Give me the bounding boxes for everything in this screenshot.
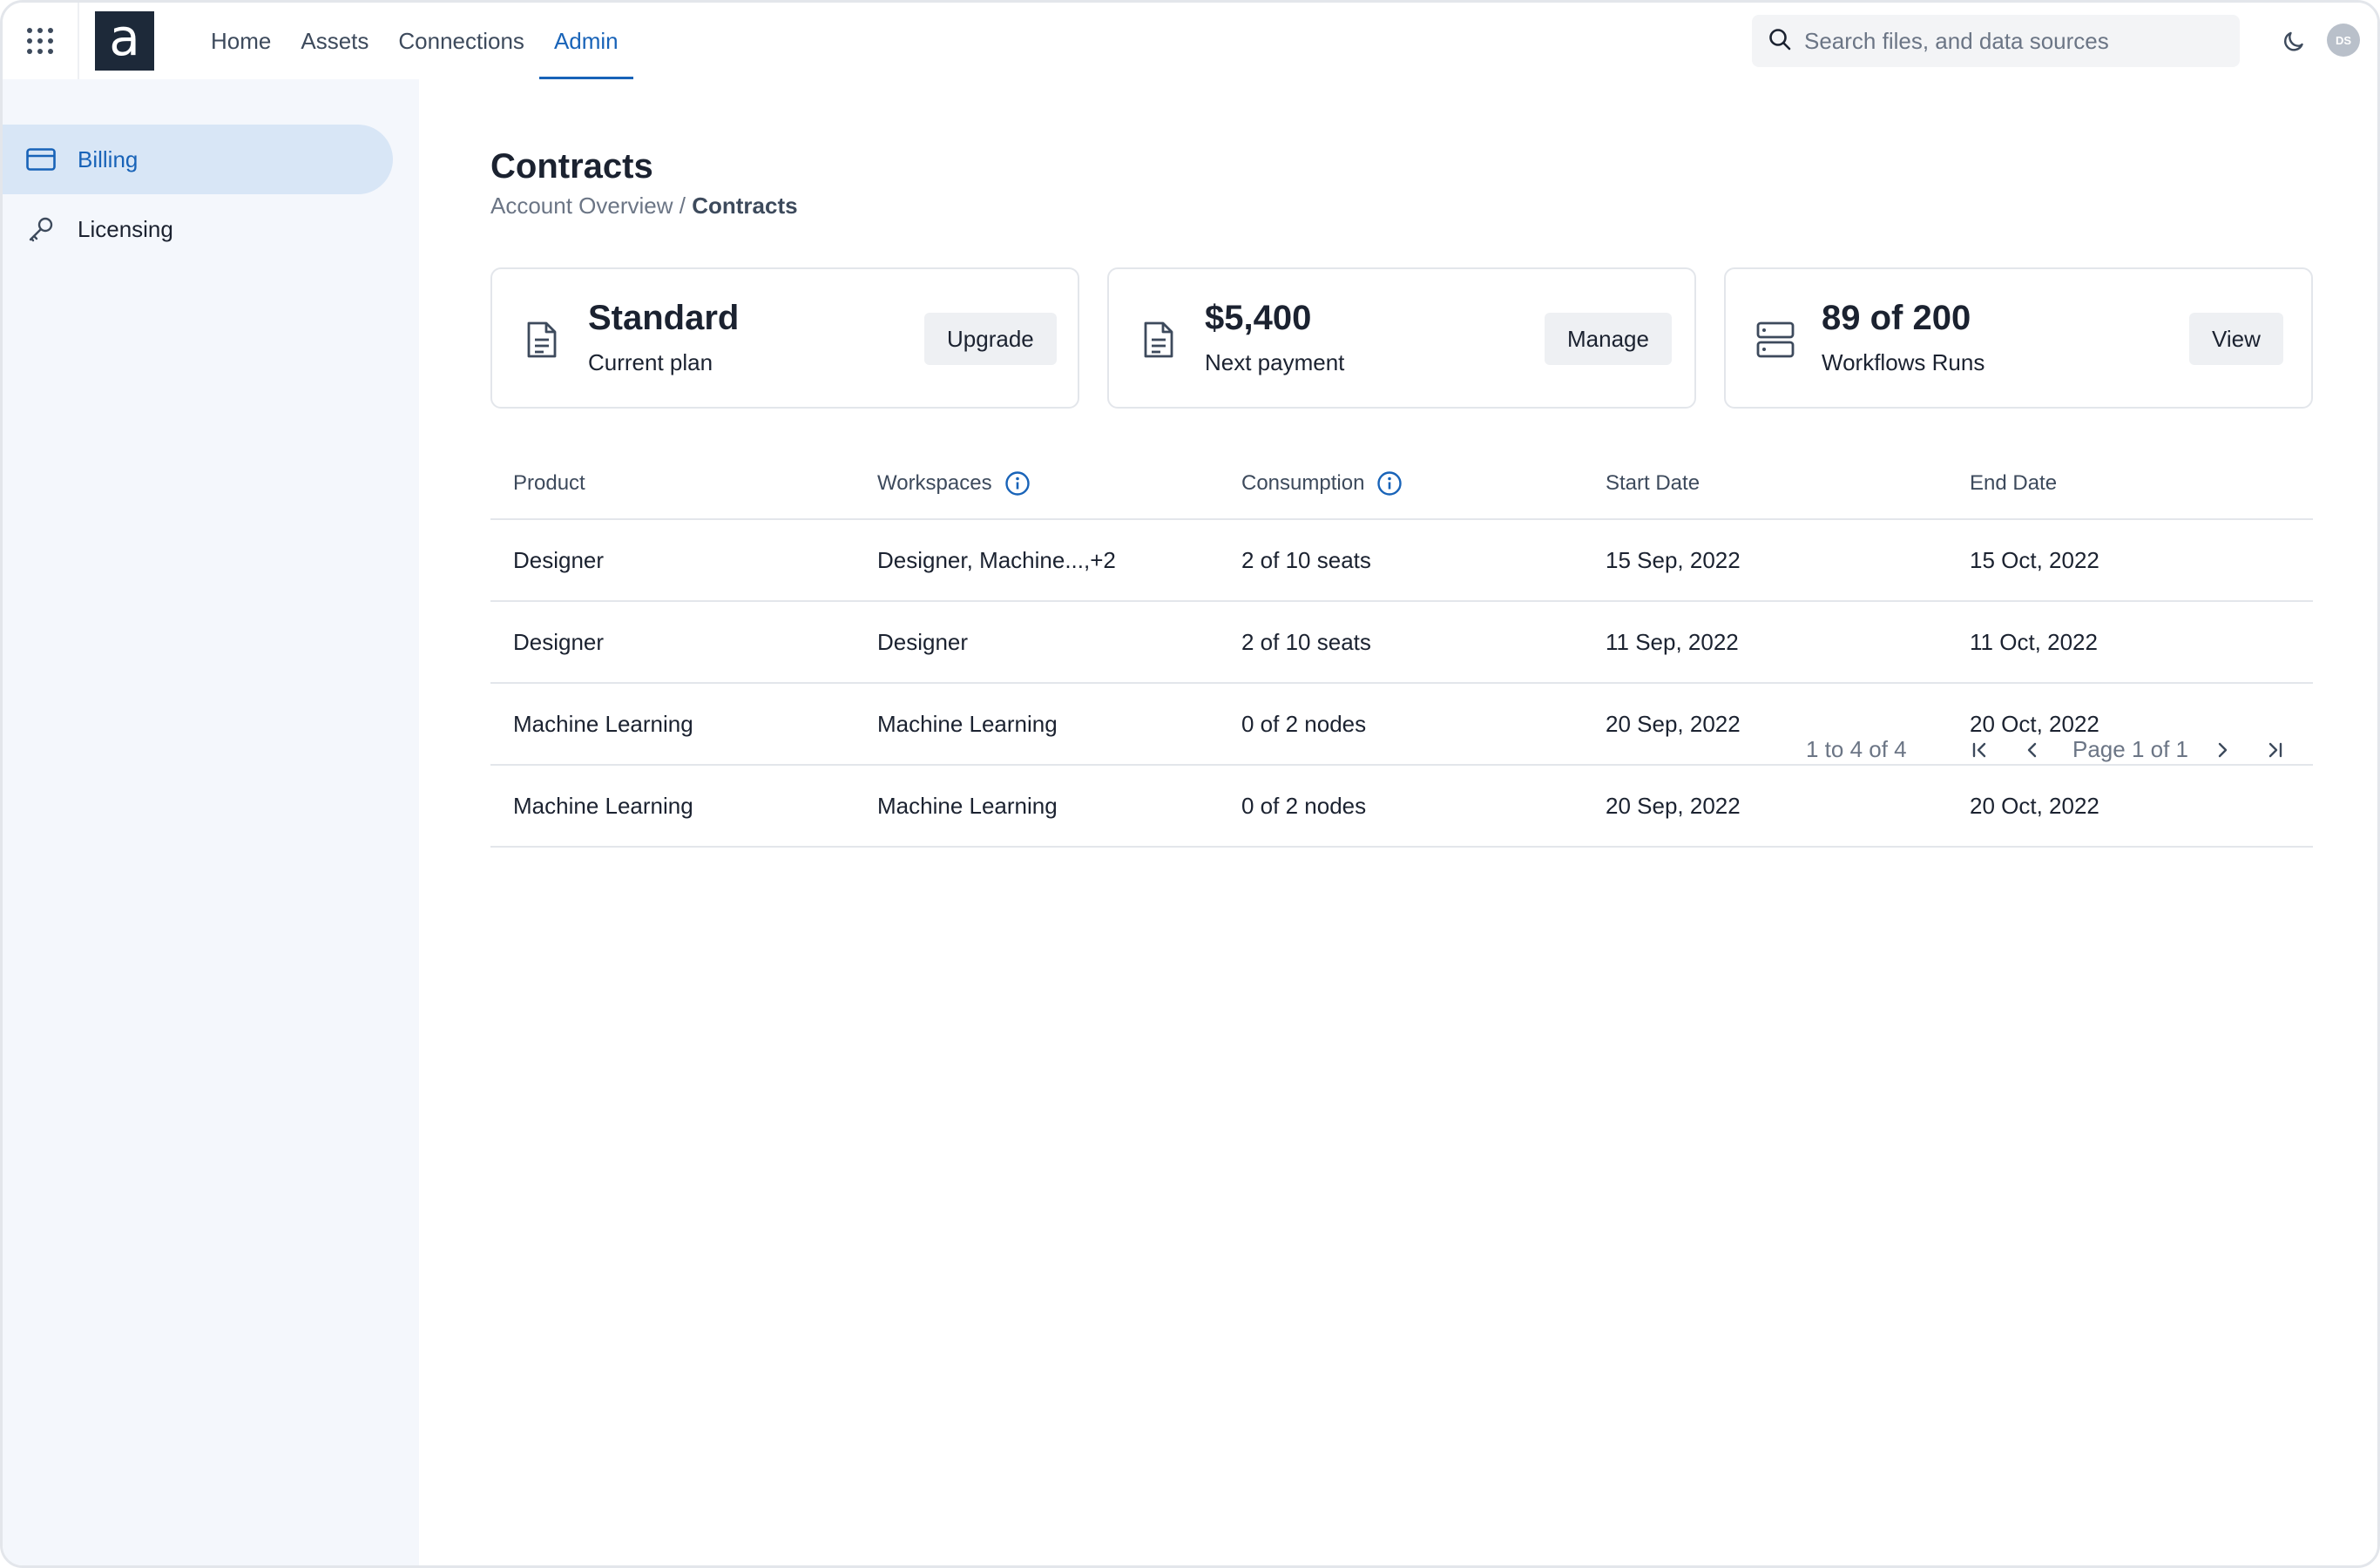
cell-end-date: 20 Oct, 2022 [1970, 792, 2099, 819]
cell-product: Designer [513, 628, 605, 655]
column-header-start-date[interactable]: Start Date [1606, 471, 1700, 495]
nav-home[interactable]: Home [211, 27, 272, 54]
app-launcher-icon[interactable] [3, 3, 79, 79]
cell-product: Machine Learning [513, 792, 693, 819]
cell-product: Designer [513, 546, 605, 573]
card-value: $5,400 [1205, 299, 1312, 337]
upgrade-button[interactable]: Upgrade [924, 313, 1057, 365]
cell-start-date: 15 Sep, 2022 [1606, 546, 1741, 573]
document-icon [518, 316, 565, 363]
payment-card: $5,400 Next payment Manage [1107, 267, 1696, 409]
search-input[interactable] [1804, 27, 2222, 55]
main-nav: Home Assets Connections Admin [196, 3, 633, 79]
key-icon [24, 212, 58, 247]
breadcrumb: Account Overview / Contracts [490, 193, 798, 220]
table-row[interactable]: Machine Learning Machine Learning 0 of 2… [490, 766, 2313, 848]
manage-button[interactable]: Manage [1545, 313, 1672, 365]
table-row[interactable]: Machine Learning Machine Learning 0 of 2… [490, 684, 2313, 766]
server-icon [1752, 316, 1799, 363]
cell-product: Machine Learning [513, 710, 693, 737]
sidebar: Billing Licensing [3, 79, 419, 1565]
user-avatar[interactable]: DS [2327, 24, 2360, 57]
breadcrumb-separator: / [673, 193, 693, 219]
sidebar-item-label: Billing [78, 145, 139, 172]
sidebar-item-licensing[interactable]: Licensing [3, 194, 393, 264]
cell-start-date: 20 Sep, 2022 [1606, 710, 1741, 737]
column-header-workspaces[interactable]: Workspaces [855, 470, 1219, 497]
pagination-page-info: Page 1 of 1 [2072, 736, 2188, 762]
breadcrumb-parent[interactable]: Account Overview [490, 193, 673, 219]
cell-end-date: 15 Oct, 2022 [1970, 546, 2099, 573]
first-page-icon[interactable] [1964, 734, 1996, 766]
nav-admin[interactable]: Admin [538, 3, 633, 79]
info-icon[interactable] [1004, 470, 1031, 497]
page-title: Contracts [490, 147, 653, 186]
cell-end-date: 11 Oct, 2022 [1970, 628, 2098, 655]
plan-card: Standard Current plan Upgrade [490, 267, 1079, 409]
nav-connections[interactable]: Connections [398, 27, 524, 54]
breadcrumb-current: Contracts [692, 193, 798, 219]
card-label: Next payment [1205, 349, 1345, 375]
cell-consumption: 2 of 10 seats [1241, 546, 1371, 573]
last-page-icon[interactable] [2259, 734, 2290, 766]
card-label: Workflows Runs [1822, 349, 1985, 375]
dark-mode-toggle-icon[interactable] [2276, 24, 2311, 58]
column-header-consumption[interactable]: Consumption [1219, 470, 1583, 497]
table-row[interactable]: Designer Designer 2 of 10 seats 11 Sep, … [490, 602, 2313, 684]
cell-workspaces: Machine Learning [877, 792, 1058, 819]
cell-consumption: 0 of 2 nodes [1241, 710, 1367, 737]
workflow-runs-card: 89 of 200 Workflows Runs View [1724, 267, 2313, 409]
pagination: 1 to 4 of 4 Page 1 of 1 [490, 724, 2313, 776]
column-header-product[interactable]: Product [513, 471, 585, 495]
cell-end-date: 20 Oct, 2022 [1970, 710, 2099, 737]
sidebar-item-billing[interactable]: Billing [3, 125, 393, 194]
card-value: Standard [588, 299, 740, 337]
previous-page-icon[interactable] [2017, 734, 2048, 766]
card-value: 89 of 200 [1822, 299, 1971, 337]
table-row[interactable]: Designer Designer, Machine...,+2 2 of 10… [490, 520, 2313, 602]
cell-consumption: 2 of 10 seats [1241, 628, 1371, 655]
search-box [1752, 15, 2240, 67]
cell-start-date: 11 Sep, 2022 [1606, 628, 1739, 655]
next-page-icon[interactable] [2207, 734, 2238, 766]
cell-consumption: 0 of 2 nodes [1241, 792, 1367, 819]
brand-logo[interactable]: a [95, 11, 154, 71]
document-icon [1135, 316, 1182, 363]
nav-assets[interactable]: Assets [301, 27, 369, 54]
cell-workspaces: Designer [877, 628, 969, 655]
card-label: Current plan [588, 349, 713, 375]
cell-start-date: 20 Sep, 2022 [1606, 792, 1741, 819]
contracts-table: Product Workspaces Consumption Start Dat… [490, 449, 2313, 848]
credit-card-icon [24, 142, 58, 177]
cell-workspaces: Machine Learning [877, 710, 1058, 737]
cell-workspaces: Designer, Machine...,+2 [877, 546, 1116, 573]
sidebar-item-label: Licensing [78, 215, 173, 242]
table-header: Product Workspaces Consumption Start Dat… [490, 449, 2313, 520]
info-icon[interactable] [1376, 470, 1403, 497]
pagination-range: 1 to 4 of 4 [1806, 736, 1907, 762]
search-icon [1768, 27, 1792, 56]
column-header-end-date[interactable]: End Date [1970, 471, 2058, 495]
summary-cards: Standard Current plan Upgrade $5,400 Nex… [490, 267, 2313, 409]
top-bar: a Home Assets Connections Admin DS [3, 3, 2377, 79]
view-button[interactable]: View [2189, 313, 2283, 365]
